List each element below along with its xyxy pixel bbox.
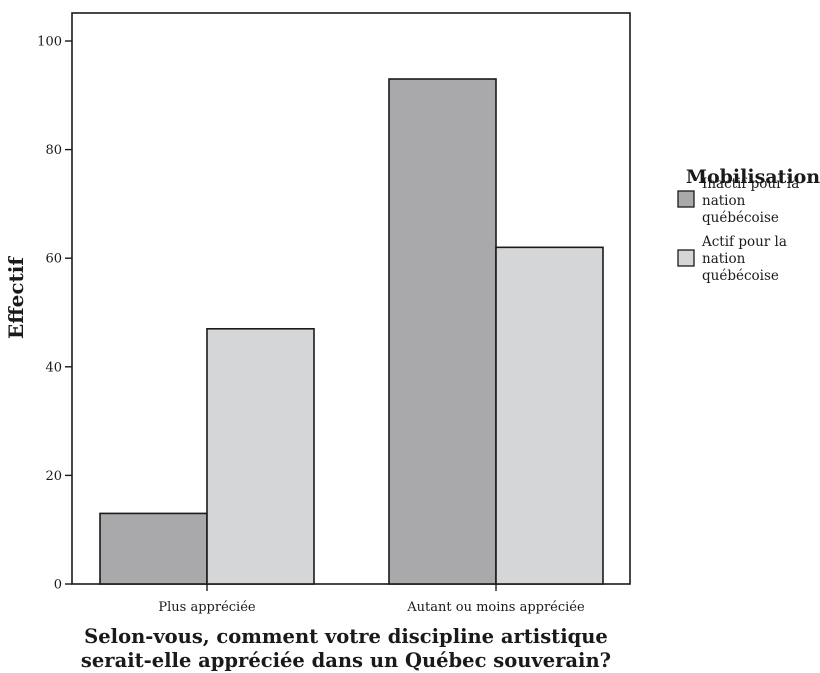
x-tick-label-1: Autant ou moins appréciée xyxy=(406,600,585,615)
bar-actif-0 xyxy=(206,327,315,585)
bars-layer xyxy=(99,78,604,585)
x-axis: Plus appréciée Autant ou moins appréciée xyxy=(158,584,585,615)
y-tick-label-80: 80 xyxy=(45,143,62,158)
legend-title: Mobilisation xyxy=(686,166,820,188)
legend-label-inactif-line-2: nation xyxy=(702,193,746,209)
y-tick-label-40: 40 xyxy=(45,360,62,375)
x-axis-title-line-2: serait-elle appréciée dans un Québec sou… xyxy=(81,649,611,672)
legend-label-actif-line-3: québécoise xyxy=(702,268,779,284)
legend: Mobilisation Inactif pour la nation québ… xyxy=(677,166,820,284)
bar-inactif-0 xyxy=(99,512,208,585)
y-tick-label-100: 100 xyxy=(37,35,62,50)
legend-swatch-actif xyxy=(677,249,695,267)
x-axis-title-line-1: Selon-vous, comment votre discipline art… xyxy=(84,625,608,648)
bar-inactif-1 xyxy=(388,78,497,585)
x-tick-label-0: Plus appréciée xyxy=(158,600,256,615)
legend-swatch-inactif xyxy=(677,190,695,208)
y-tick-label-0: 0 xyxy=(54,578,62,593)
legend-label-actif-line-1: Actif pour la xyxy=(701,234,787,250)
y-axis: 0 20 40 60 80 100 xyxy=(37,35,72,593)
y-tick-label-20: 20 xyxy=(45,469,62,484)
y-axis-title: Effectif xyxy=(4,256,28,339)
legend-label-actif-line-2: nation xyxy=(702,251,746,267)
bar-actif-1 xyxy=(495,246,604,585)
legend-label-inactif-line-3: québécoise xyxy=(702,210,779,226)
y-tick-label-60: 60 xyxy=(45,252,62,267)
legend-label-inactif-line-1: Inactif pour la xyxy=(702,176,799,192)
